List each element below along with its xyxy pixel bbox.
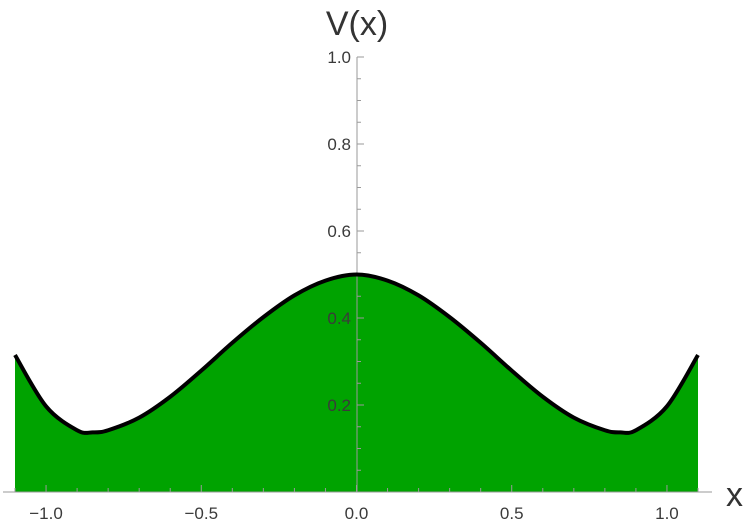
y-tick-label: 0.4 [327, 309, 351, 328]
y-tick-label: 1.0 [327, 48, 351, 67]
y-tick-label: 0.6 [327, 222, 351, 241]
x-axis [3, 485, 712, 493]
y-axis-title: V(x) [326, 5, 388, 43]
x-tick-label: 0.0 [345, 504, 369, 523]
potential-curve [13, 272, 700, 435]
y-tick-labels: 0.2 0.4 0.6 0.8 1.0 [327, 48, 351, 415]
x-axis-title: x [726, 476, 743, 514]
x-tick-labels: −1.0 −0.5 0.0 0.5 1.0 [29, 504, 679, 523]
x-tick-label: 1.0 [655, 504, 679, 523]
y-tick-label: 0.8 [327, 135, 351, 154]
x-tick-label: −0.5 [184, 504, 218, 523]
x-tick-label: 0.5 [500, 504, 524, 523]
x-tick-label: −1.0 [29, 504, 63, 523]
y-tick-label: 0.2 [327, 396, 351, 415]
